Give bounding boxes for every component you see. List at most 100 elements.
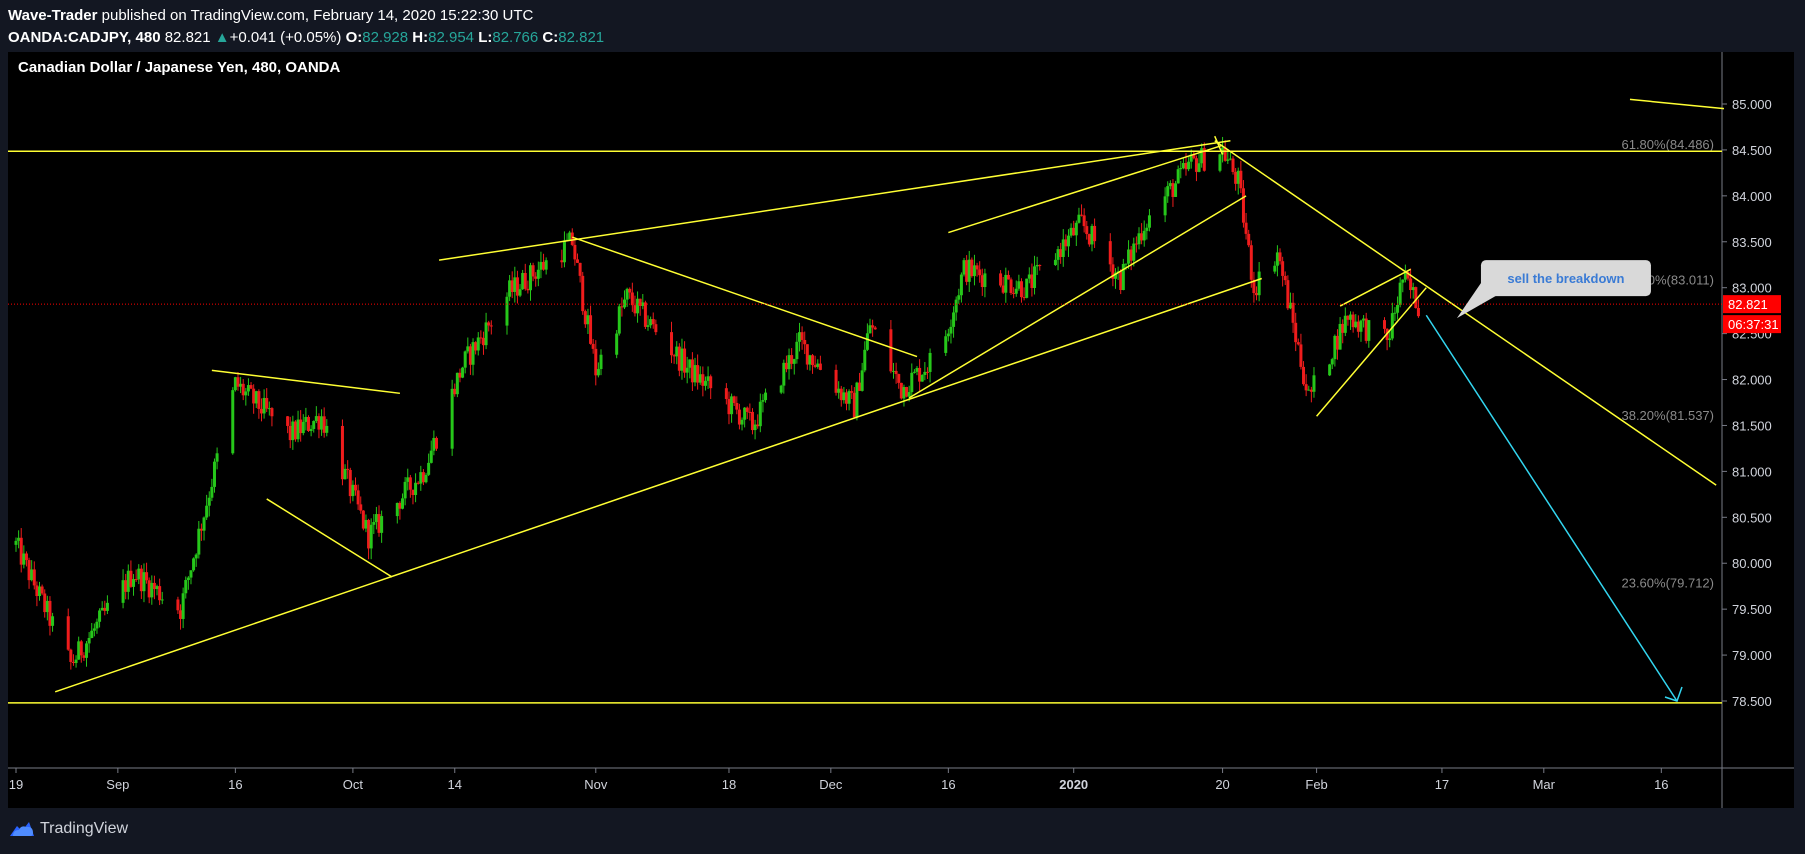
candle-body bbox=[591, 343, 595, 349]
candle-body bbox=[730, 396, 734, 415]
candle-body bbox=[670, 332, 674, 356]
candle-body bbox=[1134, 243, 1138, 245]
candle-body bbox=[1281, 261, 1285, 276]
candle-body bbox=[461, 367, 465, 378]
candle-body bbox=[361, 510, 365, 529]
candle-body bbox=[1132, 243, 1136, 261]
candle-body bbox=[236, 377, 240, 387]
candle-body bbox=[842, 392, 846, 401]
candle-body bbox=[134, 579, 138, 581]
candle-body bbox=[1077, 214, 1081, 223]
candlestick-chart[interactable]: Canadian Dollar / Japanese Yen, 480, OAN… bbox=[8, 52, 1794, 808]
candle-body bbox=[1252, 279, 1256, 293]
candle-body bbox=[748, 411, 752, 413]
candle-body bbox=[615, 333, 619, 355]
author-name[interactable]: Wave-Trader bbox=[8, 7, 98, 24]
candle-body bbox=[630, 292, 634, 306]
candle-body bbox=[761, 400, 765, 402]
candle-body bbox=[1017, 281, 1021, 289]
open-label: O: bbox=[345, 29, 363, 46]
tradingview-logo[interactable]: TradingView bbox=[8, 820, 128, 838]
projection-arrow-line bbox=[1425, 314, 1678, 702]
candle-body bbox=[1147, 215, 1151, 228]
candle-body bbox=[646, 325, 650, 327]
symbol-info: OANDA:CADJPY, 480 82.821 ▲+0.041 (+0.05%… bbox=[8, 29, 604, 46]
candle-body bbox=[531, 265, 535, 277]
candle-body bbox=[158, 586, 162, 601]
candle-body bbox=[1087, 234, 1091, 245]
candle-body bbox=[680, 348, 684, 371]
candle-body bbox=[784, 362, 788, 370]
candle-body bbox=[1072, 227, 1076, 236]
candle-body bbox=[32, 569, 36, 586]
candle-body bbox=[1247, 233, 1251, 246]
high-value: 82.954 bbox=[428, 29, 475, 46]
candle-body bbox=[474, 342, 478, 351]
candle-body bbox=[693, 365, 697, 383]
candle-body bbox=[811, 355, 815, 366]
candle-body bbox=[1312, 375, 1316, 392]
candle-body bbox=[803, 339, 807, 345]
candle-body bbox=[79, 641, 83, 656]
candle-body bbox=[356, 490, 360, 505]
publish-info: Wave-Trader published on TradingView.com… bbox=[8, 7, 533, 24]
candle-body bbox=[696, 365, 700, 383]
candle-body bbox=[855, 382, 859, 418]
candle-body bbox=[892, 370, 896, 372]
candle-body bbox=[972, 265, 976, 277]
candle-body bbox=[834, 369, 838, 393]
candle-body bbox=[92, 628, 96, 631]
countdown-label: 06:37:31 bbox=[1728, 317, 1779, 332]
candle-body bbox=[17, 537, 21, 541]
candle-body bbox=[698, 374, 702, 383]
candle-body bbox=[249, 385, 253, 389]
candle-body bbox=[1228, 158, 1232, 160]
candle-body bbox=[421, 472, 425, 483]
candle-body bbox=[179, 610, 183, 619]
symbol-label[interactable]: OANDA:CADJPY, 480 bbox=[8, 29, 161, 46]
candle-body bbox=[414, 482, 418, 496]
candle-body bbox=[915, 367, 919, 372]
candle-body bbox=[575, 259, 579, 263]
candle-body bbox=[813, 365, 817, 367]
x-tick-label: 20 bbox=[1215, 777, 1229, 792]
candle-body bbox=[625, 288, 629, 300]
candle-body bbox=[518, 289, 522, 296]
candle-body bbox=[980, 275, 984, 288]
trend-line bbox=[572, 236, 918, 358]
candle-body bbox=[641, 302, 645, 306]
candle-body bbox=[737, 409, 741, 425]
candle-body bbox=[194, 554, 198, 559]
candle-body bbox=[1033, 266, 1037, 288]
candle-body bbox=[1176, 169, 1180, 184]
candle-body bbox=[1108, 241, 1112, 265]
candle-body bbox=[654, 324, 658, 333]
candle-body bbox=[468, 346, 472, 365]
candle-body bbox=[427, 462, 431, 475]
candle-body bbox=[367, 519, 371, 549]
candle-body bbox=[1202, 148, 1206, 171]
candle-body bbox=[1171, 183, 1175, 197]
candle-body bbox=[912, 371, 916, 373]
candle-body bbox=[560, 260, 564, 263]
candle-body bbox=[142, 572, 146, 592]
candle-body bbox=[126, 570, 130, 592]
trend-line bbox=[54, 277, 1262, 693]
candle-body bbox=[434, 437, 438, 449]
candle-body bbox=[87, 638, 91, 644]
candle-body bbox=[351, 484, 355, 497]
candle-body bbox=[1174, 183, 1178, 197]
candle-body bbox=[1223, 147, 1227, 161]
candle-body bbox=[1275, 252, 1279, 266]
y-tick-label: 81.500 bbox=[1732, 418, 1772, 433]
candle-body bbox=[703, 380, 707, 386]
candle-body bbox=[1299, 344, 1303, 367]
candle-body bbox=[1192, 154, 1196, 159]
candle-body bbox=[291, 421, 295, 441]
candle-body bbox=[267, 408, 271, 410]
candle-body bbox=[419, 472, 423, 484]
candle-body bbox=[1286, 280, 1290, 309]
chart-area[interactable]: Canadian Dollar / Japanese Yen, 480, OAN… bbox=[8, 52, 1794, 808]
candle-body bbox=[1249, 245, 1253, 280]
candle-body bbox=[479, 337, 483, 339]
